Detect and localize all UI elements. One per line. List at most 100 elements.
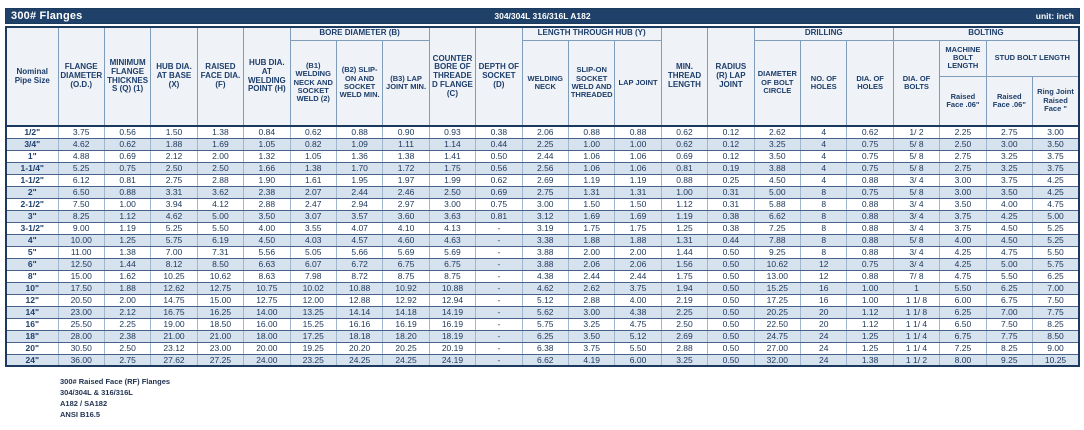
table-row: 2" 6.50 0.88 3.31 3.62 2.38 2.07 2.44 2.46 2.50 0.… [5, 185, 1080, 199]
data-cell: 5/ 8 [892, 149, 941, 163]
data-cell: 3.00 [939, 185, 987, 199]
data-cell: 2.25 [103, 317, 152, 331]
col-header-min-thread: MIN. THREAD LENGTH [660, 26, 709, 127]
data-cell: 5.56 [243, 245, 291, 259]
data-cell: 15.25 [289, 317, 337, 331]
data-cell: 4.00 [243, 221, 291, 235]
data-cell: 9.25 [985, 353, 1034, 367]
data-cell: 0.50 [707, 317, 755, 331]
table-row: 14" 23.00 2.12 16.75 16.25 14.00 13.25 14.14 14.… [5, 305, 1080, 319]
group-header-bore-diameter: BORE DIAMETER (B) [289, 26, 430, 41]
data-cell: 1.88 [614, 233, 662, 247]
col-header-lap-joint: LAP JOINT [614, 39, 662, 127]
data-cell: 24 [799, 353, 848, 367]
data-cell: 24.19 [428, 353, 477, 367]
data-cell: 0.88 [846, 221, 894, 235]
data-cell: 4.07 [335, 221, 384, 235]
material-grade-label: 304/304L 316/316L A182 [494, 11, 591, 21]
data-cell: 7.50 [57, 197, 105, 211]
data-cell: 1.31 [614, 185, 662, 199]
data-cell: 3.57 [335, 209, 384, 223]
data-cell: 16.75 [150, 305, 198, 319]
data-cell: 4.38 [614, 305, 662, 319]
data-cell: 2.06 [567, 257, 616, 271]
col-header-stud-ring-joint: Ring Joint Raised Face " [1032, 75, 1080, 127]
data-cell: 6.38 [521, 341, 569, 355]
data-cell: 1.25 [103, 233, 152, 247]
data-cell: 14.00 [243, 305, 291, 319]
data-cell: 6.25 [1032, 269, 1080, 283]
data-cell: 16 [799, 293, 848, 307]
data-cell: 5.50 [196, 221, 245, 235]
data-cell: 1.94 [660, 281, 709, 295]
data-cell: - [475, 329, 523, 343]
data-cell: 0.88 [103, 185, 152, 199]
data-cell: 4.57 [335, 233, 384, 247]
data-cell: 20 [799, 317, 848, 331]
pipe-size-cell: 8" [5, 269, 59, 283]
data-cell: 4.50 [753, 173, 802, 187]
data-cell: 4.62 [150, 209, 198, 223]
data-cell: 0.88 [846, 269, 894, 283]
data-cell: 2.50 [428, 185, 477, 199]
data-cell: 0.19 [707, 161, 755, 175]
data-cell: 20 [799, 305, 848, 319]
col-header-hub-dia-weld: HUB DIA. AT WELDING POINT (H) [243, 26, 291, 127]
data-cell: 3.25 [985, 161, 1034, 175]
col-header-dia-bolts: DIA. OF BOLTS [892, 39, 941, 127]
data-cell: 6.75 [382, 257, 430, 271]
data-cell: 10.00 [57, 233, 105, 247]
data-cell: 5.12 [614, 329, 662, 343]
data-cell: 7.00 [150, 245, 198, 259]
data-cell: 2.00 [103, 293, 152, 307]
data-cell: 7.75 [1032, 305, 1080, 319]
pipe-size-cell: 3-1/2" [5, 221, 59, 235]
data-cell: 3.25 [985, 149, 1034, 163]
data-cell: 2.75 [103, 353, 152, 367]
data-cell: 0.50 [707, 341, 755, 355]
data-cell: 0.62 [660, 137, 709, 151]
data-cell: 1.00 [846, 281, 894, 295]
data-cell: 20.25 [753, 305, 802, 319]
data-cell: 5.00 [1032, 209, 1080, 223]
data-cell: 0.84 [243, 125, 291, 139]
data-cell: 0.50 [707, 329, 755, 343]
data-cell: 1.00 [567, 137, 616, 151]
data-cell: 36.00 [57, 353, 105, 367]
data-cell: 0.56 [103, 125, 152, 139]
data-cell: 12.92 [382, 293, 430, 307]
data-cell: 10.88 [335, 281, 384, 295]
data-cell: 1.69 [196, 137, 245, 151]
data-cell: 12.00 [289, 293, 337, 307]
data-cell: 2.19 [660, 293, 709, 307]
data-cell: 4 [799, 161, 848, 175]
data-cell: 0.12 [707, 137, 755, 151]
data-cell: 12 [799, 269, 848, 283]
data-cell: 6.25 [985, 281, 1034, 295]
data-cell: 0.75 [103, 161, 152, 175]
col-header-radius-lap-joint: RADIUS (R) LAP JOINT [707, 26, 755, 127]
data-cell: 3.75 [939, 209, 987, 223]
data-cell: 2.88 [660, 341, 709, 355]
data-cell: 9.25 [753, 245, 802, 259]
table-row: 4" 10.00 1.25 5.75 6.19 4.50 4.03 4.57 4.60 4.63-… [5, 233, 1080, 247]
data-cell: 0.38 [707, 209, 755, 223]
data-cell: 4.63 [428, 233, 477, 247]
data-cell: 8 [799, 197, 848, 211]
data-cell: 2.12 [150, 149, 198, 163]
data-cell: 24 [799, 329, 848, 343]
data-cell: 0.88 [846, 197, 894, 211]
data-cell: 1.97 [382, 173, 430, 187]
data-cell: 2.00 [196, 149, 245, 163]
col-header-b2: (B2) SLIP-ON AND SOCKET WELD MIN. [335, 39, 384, 127]
pipe-size-cell: 12" [5, 293, 59, 307]
data-cell: 13.00 [753, 269, 802, 283]
data-cell: 8.50 [1032, 329, 1080, 343]
col-header-hub-dia-base: HUB DIA. AT BASE (X) [150, 26, 198, 127]
data-cell: 4.03 [289, 233, 337, 247]
table-row: 1" 4.88 0.69 2.12 2.00 1.32 1.05 1.36 1.38 1.41 0.… [5, 149, 1080, 163]
data-cell: 5.25 [1032, 233, 1080, 247]
data-cell: 3.75 [567, 341, 616, 355]
table-row: 3-1/2" 9.00 1.19 5.25 5.50 4.00 3.55 4.07 4.10 4.… [5, 221, 1080, 235]
data-cell: 16.00 [243, 317, 291, 331]
